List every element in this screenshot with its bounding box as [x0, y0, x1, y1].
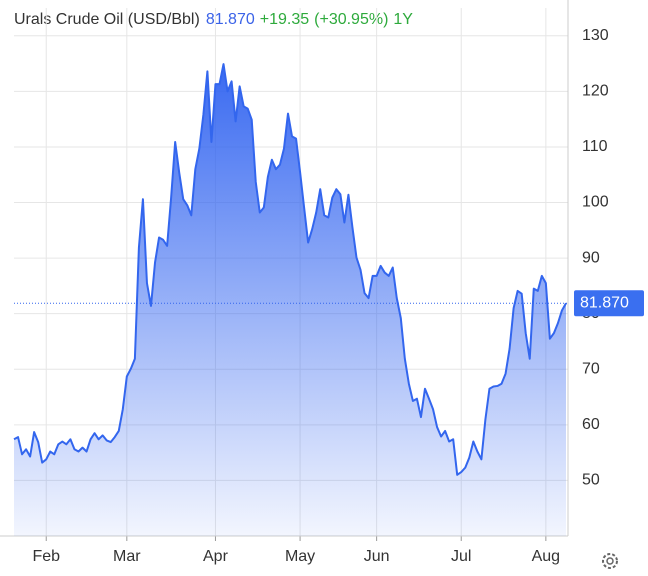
y-tick-label: 60: [582, 416, 600, 433]
last-value-tag: [574, 290, 644, 317]
settings-icon[interactable]: [602, 553, 618, 569]
x-tick-label: Feb: [32, 548, 60, 565]
line: [13, 63, 567, 476]
x-tick-label: May: [285, 548, 315, 565]
y-tick-label: 90: [582, 249, 600, 266]
y-tick-label: 70: [582, 360, 600, 377]
x-tick-label: Jun: [364, 548, 390, 565]
x-tick-label: Aug: [532, 548, 560, 565]
change: +19.35: [260, 11, 309, 28]
y-tick-label: 120: [582, 83, 609, 100]
y-tick-label: 50: [582, 472, 600, 489]
change-pct: (+30.95%): [314, 11, 388, 28]
y-tick-label: 110: [582, 138, 608, 155]
area-fill: [14, 64, 566, 536]
price: 81.870: [206, 11, 255, 28]
x-tick-label: Jul: [451, 548, 471, 565]
y-tick-label: 130: [582, 27, 609, 44]
y-tick-label: 100: [582, 194, 609, 211]
last-value-label: 81.870: [580, 295, 629, 312]
x-tick-label: Apr: [203, 548, 229, 565]
x-tick-label: Mar: [113, 548, 141, 565]
chart-title: Urals Crude Oil (USD/Bbl): [14, 11, 200, 28]
plot: 5060708090100110120130FebMarAprMayJunJul…: [0, 0, 644, 565]
period: 1Y: [393, 11, 413, 28]
